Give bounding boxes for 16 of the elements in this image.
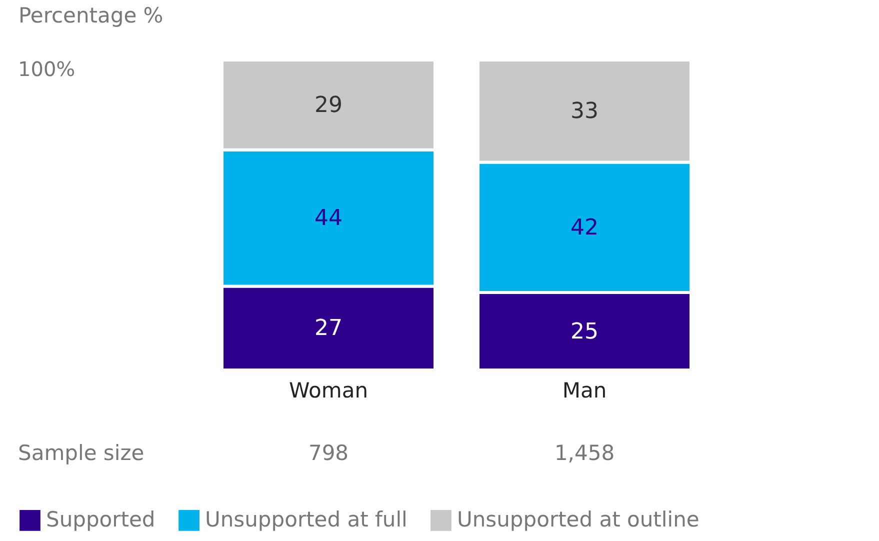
text: 100% xyxy=(18,57,76,81)
legend-label: Unsupported at full xyxy=(205,507,408,532)
data-label: 42 xyxy=(570,215,598,240)
data-label: 44 xyxy=(314,206,342,232)
x-tick-label: Man xyxy=(562,378,607,402)
text: Sample size xyxy=(18,441,144,465)
data-label: 29 xyxy=(314,92,342,118)
data-label: 33 xyxy=(570,99,598,124)
data-label: 27 xyxy=(314,316,342,342)
text: 1,458 xyxy=(554,441,615,465)
legend-label: Supported xyxy=(46,507,156,532)
text: 798 xyxy=(308,441,349,465)
x-tick-label: Woman xyxy=(288,378,368,402)
data-label: 25 xyxy=(570,319,598,344)
y-axis-title: Percentage % xyxy=(18,4,164,28)
legend-label: Unsupported at outline xyxy=(457,507,700,532)
